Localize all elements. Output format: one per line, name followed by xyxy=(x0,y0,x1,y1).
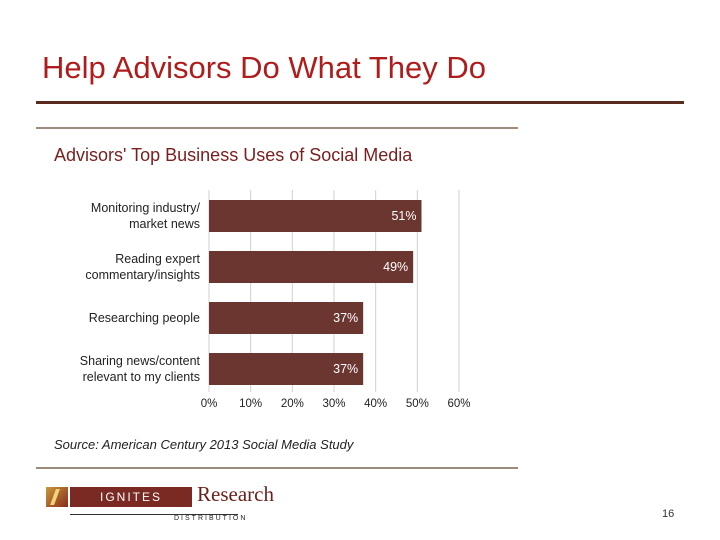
category-label-3-line-0: Sharing news/content xyxy=(80,354,201,368)
title-rule xyxy=(36,101,684,104)
bar-2 xyxy=(209,302,364,334)
source-note: Source: American Century 2013 Social Med… xyxy=(54,437,354,452)
logo-box-text: IGNITES xyxy=(70,487,192,507)
x-tick-label-2: 20% xyxy=(281,398,304,410)
logo-subtitle: DISTRIBUTION xyxy=(174,515,248,522)
category-label-1-line-1: commentary/insights xyxy=(85,268,200,282)
page-number: 16 xyxy=(662,508,675,520)
chart-bottom-rule xyxy=(36,467,518,469)
ignites-research-logo: IGNITES Research DISTRIBUTION xyxy=(46,482,274,524)
chart-top-rule xyxy=(36,127,518,129)
x-tick-label-0: 0% xyxy=(201,398,218,410)
bar-3 xyxy=(209,353,364,385)
x-tick-label-3: 30% xyxy=(322,398,345,410)
bar-0 xyxy=(209,200,422,232)
logo-word: Research xyxy=(197,482,274,506)
data-label-0: 51% xyxy=(391,209,416,223)
x-tick-label-6: 60% xyxy=(447,398,470,410)
bar-1 xyxy=(209,251,414,283)
category-label-2: Researching people xyxy=(89,311,200,325)
chart-title: Advisors' Top Business Uses of Social Me… xyxy=(54,145,413,165)
category-label-3-line-1: relevant to my clients xyxy=(83,370,200,384)
slide-title: Help Advisors Do What They Do xyxy=(42,50,486,85)
data-label-3: 37% xyxy=(333,362,358,376)
x-tick-label-1: 10% xyxy=(239,398,262,410)
logo-sub-rule xyxy=(70,514,238,515)
x-tick-label-5: 50% xyxy=(406,398,429,410)
data-label-2: 37% xyxy=(333,311,358,325)
data-label-1: 49% xyxy=(383,260,408,274)
x-tick-label-4: 40% xyxy=(364,398,387,410)
category-label-0-line-1: market news xyxy=(129,217,200,231)
category-label-1-line-0: Reading expert xyxy=(115,252,200,266)
category-label-0-line-0: Monitoring industry/ xyxy=(91,201,201,215)
logo-mark-icon xyxy=(46,487,68,507)
